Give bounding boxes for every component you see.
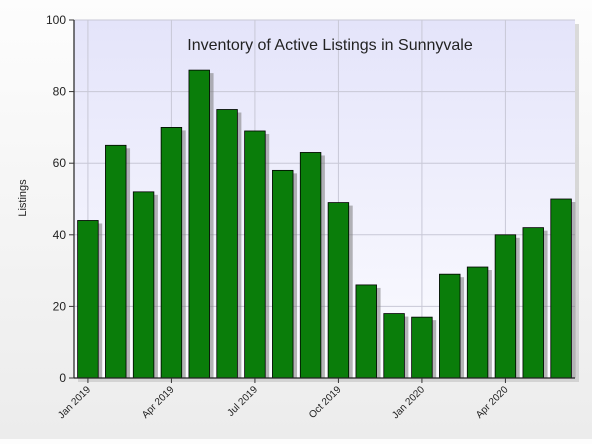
bars (77, 69, 572, 379)
x-tick-label: Apr 2020 (474, 384, 511, 421)
bar (272, 169, 294, 379)
x-tick-label: Oct 2019 (307, 384, 344, 421)
bar (383, 313, 405, 379)
bar (216, 109, 238, 379)
bar (550, 198, 572, 379)
bar (77, 220, 99, 379)
bar (327, 202, 350, 379)
y-tick-label: 20 (53, 299, 67, 313)
y-tick-label: 0 (59, 371, 66, 385)
bar (299, 152, 322, 379)
bar (411, 316, 433, 379)
bar (160, 127, 183, 379)
y-tick-label: 60 (53, 156, 67, 170)
bar (355, 284, 377, 379)
bar (244, 130, 266, 379)
y-tick-label: 40 (53, 228, 67, 242)
y-tick-label: 80 (53, 85, 67, 99)
bar (132, 191, 155, 379)
bar (494, 234, 517, 379)
bar (522, 227, 544, 379)
y-tick-label: 100 (46, 13, 66, 27)
bar (188, 69, 210, 379)
x-tick-label: Jul 2019 (226, 384, 261, 419)
bar (439, 273, 461, 379)
y-axis-ticks: 0 20 40 60 80 100 (46, 13, 74, 385)
bar (466, 266, 489, 379)
x-tick-label: Jan 2019 (56, 384, 93, 421)
axes (73, 20, 575, 379)
bar (105, 144, 127, 379)
x-tick-label: Apr 2019 (140, 384, 177, 421)
y-axis-label: Listings (17, 179, 29, 217)
x-axis-ticks: Jan 2019 Apr 2019 Jul 2019 Oct 2019 Jan 2020… (56, 378, 511, 421)
chart-title: Inventory of Active Listings in Sunnyval… (187, 37, 473, 54)
x-tick-label: Jan 2020 (390, 384, 427, 421)
